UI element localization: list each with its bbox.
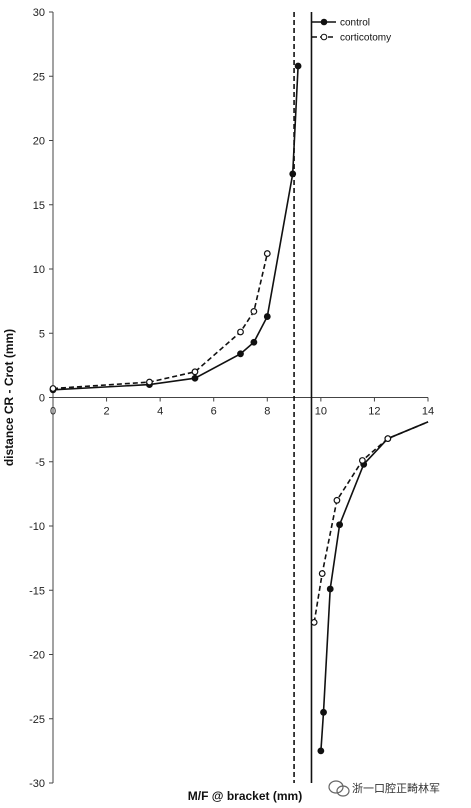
y-tick-label: -25 (29, 714, 45, 726)
x-tick-label: 14 (422, 406, 434, 418)
y-tick-label: 30 (33, 7, 45, 19)
y-tick-label: 20 (33, 136, 45, 148)
data-point-control (191, 374, 199, 382)
data-point-control (320, 708, 327, 716)
data-point-corticotomy (146, 378, 153, 386)
data-point-control (317, 747, 325, 755)
data-point-control (326, 585, 334, 593)
x-tick-label: 8 (264, 406, 270, 418)
data-point-corticotomy (384, 435, 392, 443)
series-line-corticotomy-right (313, 421, 429, 623)
x-tick-label: 0 (50, 406, 56, 418)
series-line-corticotomy-left (52, 253, 269, 390)
y-tick-label: -10 (29, 521, 45, 533)
data-point-control (237, 350, 244, 358)
data-point-corticotomy (191, 368, 199, 376)
series-corticotomy (49, 250, 429, 626)
wechat-icon (328, 780, 350, 797)
y-tick-label: -15 (29, 585, 45, 597)
data-point-corticotomy (250, 308, 258, 315)
x-tick-label: 2 (104, 406, 110, 418)
x-tick-label: 4 (157, 406, 163, 418)
watermark-text: 浙一口腔正畸林军 (352, 781, 440, 795)
y-axis-title: distance CR - Crot (mm) (2, 329, 16, 466)
x-tick-label: 6 (211, 406, 217, 418)
data-point-control (289, 170, 297, 178)
legend-label-corticotomy: corticotomy (340, 33, 391, 44)
y-tick-label: 25 (33, 71, 45, 83)
x-tick-label: 10 (315, 406, 327, 418)
data-point-corticotomy (49, 385, 57, 392)
data-point-corticotomy (263, 250, 271, 257)
wechat-icon-bubble (336, 785, 350, 797)
data-point-control (263, 313, 271, 320)
x-tick-label: 12 (368, 406, 380, 418)
series-line-control-left (52, 65, 299, 391)
y-tick-label: 15 (33, 200, 45, 212)
legend-marker-corticotomy (320, 33, 328, 41)
axes: 0 2 4 6 8 10 12 14 30 25 20 15 10 5 0 -5 -10 -15 -20 -25 -30 (29, 7, 434, 790)
data-point-corticotomy (333, 496, 341, 504)
data-point-corticotomy (358, 457, 366, 464)
legend-label-control: control (340, 18, 370, 29)
data-point-corticotomy (318, 570, 326, 577)
data-point-control (250, 338, 258, 346)
y-tick-label: 5 (39, 328, 45, 340)
legend: control corticotomy (312, 18, 391, 44)
x-axis-title: M/F @ bracket (mm) (188, 789, 302, 803)
watermark: 浙一口腔正畸林军 (328, 780, 440, 797)
series-line-control-right (320, 421, 429, 751)
series-layer (49, 62, 429, 755)
y-tick-label: -30 (29, 778, 45, 790)
y-tick-label: -5 (35, 457, 45, 469)
data-point-control (294, 62, 302, 70)
data-point-corticotomy (237, 328, 244, 336)
y-tick-label: 10 (33, 264, 45, 276)
y-tick-label: 0 (39, 393, 45, 405)
wechat-icon-bubble (328, 780, 344, 794)
data-point-control (336, 521, 344, 529)
y-tick-label: -20 (29, 650, 45, 662)
legend-marker-control (320, 18, 328, 26)
data-point-corticotomy (310, 618, 318, 626)
